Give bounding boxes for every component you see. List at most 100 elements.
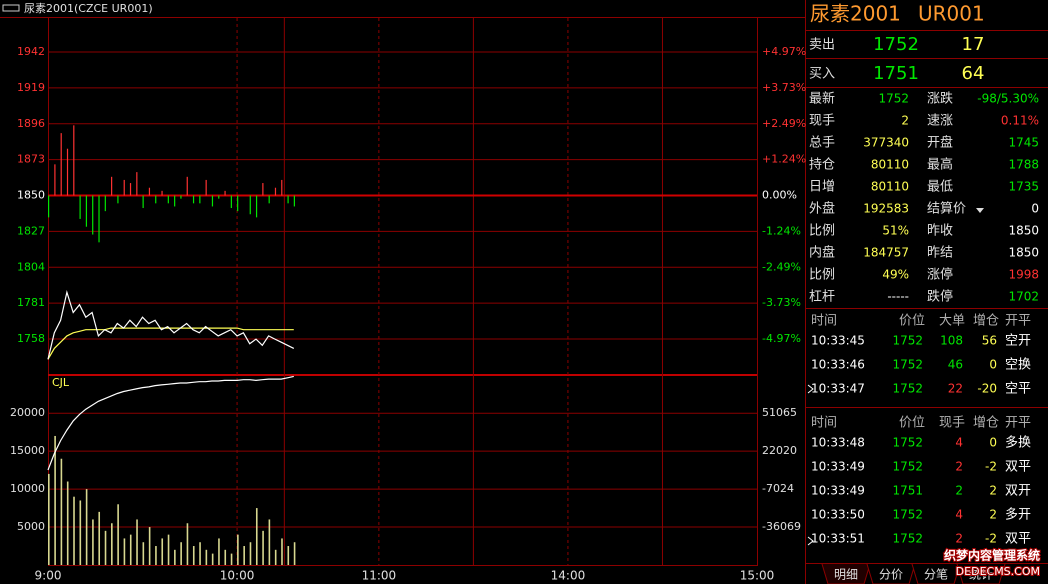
trade-cell: 空平 [1005, 382, 1031, 397]
trade-cell: 10:33:47 [811, 382, 865, 396]
volume-tick-label: 10000 [10, 482, 45, 495]
time-label: 10:00 [220, 569, 255, 583]
stat-label: 内盘 [809, 245, 835, 261]
trade-cell: 10:33:49 [811, 484, 865, 498]
stat-value: 1998 [1008, 268, 1039, 282]
delta-bar [230, 195, 232, 209]
volume-bar [48, 473, 50, 565]
stat-label: 结算价 [927, 202, 966, 217]
oi-tick-label: -36069 [762, 520, 801, 533]
delta-bar [224, 190, 226, 196]
trade-cell: 2 [989, 484, 997, 498]
volume-bar [104, 530, 107, 565]
stat-label: 现手 [809, 114, 835, 129]
volume-bar [255, 508, 258, 565]
delta-bar [186, 176, 188, 196]
trade-cell: 22 [948, 382, 963, 396]
time-label: 9:00 [35, 569, 62, 583]
volume-bar [224, 549, 227, 565]
delta-bar [155, 195, 157, 204]
book-label: 卖出 [809, 38, 835, 53]
delta-bar [123, 179, 125, 196]
delta-bar [60, 133, 62, 196]
price-tick-label: 1850 [17, 189, 45, 202]
stat-value: 80110 [871, 180, 909, 194]
trade-cell: 46 [948, 358, 963, 372]
trade-cell: 0 [989, 358, 997, 372]
volume-bar [211, 553, 214, 565]
stat-label: 最高 [927, 157, 953, 173]
row-pointer [807, 384, 814, 394]
stat-label: 跌停 [927, 289, 953, 305]
delta-bar [174, 195, 176, 207]
pct-tick-label: 0.00% [762, 189, 797, 202]
row-pointer [807, 536, 814, 546]
delta-bar [249, 195, 251, 215]
volume-bar [230, 553, 233, 565]
delta-bar [281, 179, 283, 196]
tab[interactable] [911, 563, 961, 584]
volume-bar [262, 530, 264, 565]
trade-cell: 1752 [892, 436, 923, 450]
delta-bar [211, 195, 214, 207]
volume-bar [148, 527, 151, 565]
dropdown-arrow[interactable] [976, 208, 984, 213]
trade-cell: 2 [955, 532, 963, 546]
trade-cell: 1751 [892, 484, 923, 498]
stat-label: 昨收 [927, 224, 953, 239]
stat-label: 持仓 [809, 158, 835, 173]
delta-bar [98, 195, 100, 243]
volume-bar [287, 546, 290, 565]
time-label: 11:00 [362, 569, 397, 583]
trade-cell: 10:33:51 [811, 532, 865, 546]
volume-bar [243, 546, 245, 565]
trade-cell: -2 [985, 460, 997, 474]
tab-label[interactable]: 明细 [834, 568, 858, 582]
time-label: 15:00 [740, 569, 775, 583]
trade-cell: 双开 [1005, 484, 1031, 499]
delta-bar [161, 190, 163, 196]
volume-bar [192, 546, 195, 565]
stat-label: 昨结 [927, 246, 953, 261]
tab-label[interactable]: 统计 [969, 568, 993, 582]
volume-tick-label: 20000 [10, 406, 45, 419]
book-volume: 64 [962, 63, 985, 84]
delta-bar [293, 195, 295, 207]
price-tick-label: 1758 [17, 332, 45, 345]
volume-bar [85, 489, 88, 565]
stat-label: 外盘 [809, 201, 835, 217]
tab-label[interactable]: 分价 [879, 568, 903, 582]
delta-bar [180, 195, 182, 199]
stat-label: 总手 [809, 136, 835, 151]
delta-bar [192, 195, 195, 204]
tab[interactable] [821, 563, 871, 584]
volume-bar [92, 519, 94, 565]
stat-value: 1850 [1008, 224, 1039, 238]
stat-label: 最新 [809, 91, 835, 107]
volume-bar [142, 542, 145, 565]
trade-cell: 1752 [892, 358, 923, 372]
delta-bar [111, 176, 113, 196]
trade-cell: 空开 [1005, 334, 1031, 349]
volume-bar [129, 534, 132, 565]
trade-header: 价位 [899, 314, 925, 329]
window-icon [2, 4, 20, 12]
tab[interactable] [956, 563, 1006, 584]
volume-bar [54, 435, 56, 565]
tab-label[interactable]: 分笔 [924, 567, 948, 582]
volume-bar [186, 523, 189, 565]
stat-value: 1735 [1008, 180, 1039, 194]
volume-bar [205, 549, 208, 565]
trade-cell: 多换 [1005, 435, 1031, 451]
trade-cell: 多开 [1005, 507, 1031, 523]
trade-cell: 56 [982, 334, 997, 348]
delta-bar [117, 195, 119, 204]
trade-cell: 双平 [1005, 532, 1031, 547]
volume-bar [268, 519, 271, 565]
volume-tick-label: 15000 [10, 444, 45, 457]
watermark: DEDECMS.COM [956, 565, 1040, 578]
tab[interactable] [866, 563, 916, 584]
book-label: 买入 [809, 67, 835, 82]
stat-value: 184757 [863, 246, 909, 260]
